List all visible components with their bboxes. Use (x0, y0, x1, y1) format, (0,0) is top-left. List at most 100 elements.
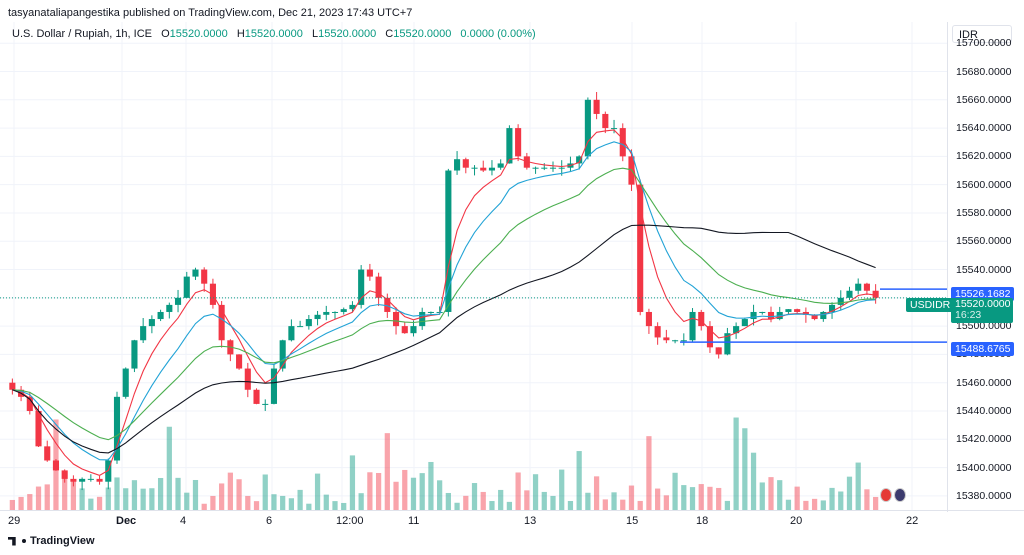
volume-bar (288, 498, 295, 510)
volume-bar (515, 472, 521, 510)
candle-body (244, 368, 251, 390)
volume-bar (724, 500, 731, 510)
candle-body (506, 128, 513, 164)
candle-body (79, 478, 86, 482)
volume-bars (9, 417, 879, 510)
candle-body (427, 311, 434, 313)
candle-body (515, 128, 522, 157)
volume-bar (689, 487, 696, 510)
candle-body (733, 326, 740, 334)
candle-body (741, 319, 748, 327)
candle-body (236, 354, 243, 369)
candle-body (70, 478, 77, 482)
volume-bar (314, 473, 321, 510)
volume-bar (131, 480, 138, 510)
moving-averages (12, 129, 876, 477)
volume-bar (35, 486, 42, 510)
candle-body (593, 99, 600, 114)
countdown: 16:23 (955, 309, 982, 321)
close-key: C (385, 28, 394, 40)
currency-flags-icon[interactable] (880, 488, 906, 504)
candle-body (26, 396, 33, 411)
time-axis-border (0, 510, 1024, 511)
volume-bar (611, 492, 617, 510)
candle-body (785, 309, 792, 312)
publish-info: tasyanataliapangestika published on Trad… (8, 7, 413, 19)
currency-button[interactable]: IDR (952, 25, 1012, 43)
volume-bar (873, 496, 879, 510)
volume-bar (759, 482, 765, 510)
time-tick-label: 4 (180, 515, 187, 527)
sma-line (12, 224, 876, 454)
open-value: 15520.0000 (169, 28, 228, 40)
volume-bar (105, 487, 111, 510)
change-value: 0.0000 (0.00%) (460, 28, 536, 40)
volume-bar (655, 488, 661, 510)
candle-body (9, 382, 16, 390)
candle-body (61, 470, 68, 479)
price-tick-label: 15460.0000 (956, 376, 1012, 389)
price-tick-label: 15380.0000 (956, 489, 1012, 502)
candle-body (837, 297, 844, 305)
current-price-value: 15520.0000 (955, 298, 1011, 310)
candle-body (366, 269, 373, 277)
candle-body (44, 446, 51, 461)
time-tick-label: Dec (116, 515, 137, 527)
candle-body (454, 159, 461, 171)
price-tick-label: 15620.0000 (956, 150, 1012, 163)
volume-bar (262, 474, 268, 510)
time-tick-label: 11 (408, 515, 420, 527)
volume-bar (550, 495, 556, 510)
tradingview-dot-icon (22, 539, 26, 543)
candle-body (672, 340, 679, 342)
volume-bar (628, 485, 635, 510)
volume-bar (227, 472, 233, 510)
candle-body (201, 269, 208, 284)
volume-bar (750, 452, 757, 510)
volume-bar (855, 462, 861, 510)
volume-bar (297, 489, 303, 510)
candle-body (166, 304, 173, 312)
volume-bar (681, 485, 687, 510)
volume-bar (358, 493, 364, 510)
volume-bar (620, 499, 626, 510)
volume-bar (541, 491, 547, 510)
price-tick-label: 15640.0000 (956, 122, 1012, 135)
volume-bar (454, 502, 460, 510)
candle-body (445, 170, 452, 312)
volume-bar (175, 477, 181, 510)
volume-bar (114, 477, 120, 510)
volume-bar (437, 480, 443, 510)
time-tick-label: 13 (524, 515, 537, 527)
candle-body (297, 326, 304, 328)
volume-bar (280, 495, 286, 510)
high-value: 15520.0000 (244, 28, 303, 40)
candle-body (35, 410, 42, 447)
volume-bar (864, 489, 870, 510)
candle-body (637, 184, 644, 312)
volume-bar (707, 486, 713, 510)
symbol-legend: U.S. Dollar / Rupiah, 1h, ICE O15520.000… (12, 28, 536, 40)
time-tick-label: 6 (266, 515, 273, 527)
volume-bar (698, 484, 704, 510)
candle-body (610, 128, 618, 130)
price-tick-label: 15700.0000 (956, 37, 1012, 50)
volume-bar (96, 496, 103, 510)
volume-bar (62, 470, 68, 510)
volume-bar (637, 500, 643, 510)
close-value: 15520.0000 (393, 28, 452, 40)
candle-body (497, 163, 504, 168)
candle-body (689, 311, 696, 341)
volume-bar (253, 501, 260, 510)
volume-bar (410, 477, 417, 510)
candle-body (846, 290, 853, 298)
volume-bar (428, 461, 434, 510)
candle-body (52, 460, 60, 471)
candle-body (131, 340, 138, 369)
volume-bar (463, 495, 469, 510)
volume-bar (157, 477, 164, 510)
volume-bar (794, 486, 800, 510)
tradingview-logo[interactable]: TradingView (8, 535, 95, 547)
volume-bar (88, 498, 94, 510)
